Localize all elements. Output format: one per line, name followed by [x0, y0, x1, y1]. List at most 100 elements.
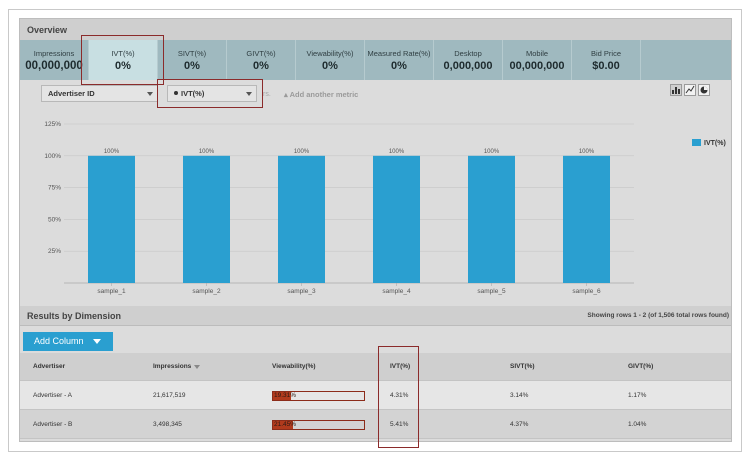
screenshot-frame: [8, 9, 742, 452]
cell-ivt: 5.41%: [390, 420, 409, 428]
col-header-ivt[interactable]: IVT(%): [390, 353, 410, 380]
viewability-value: 19.31%: [274, 392, 297, 399]
x-tick-label: sample_5: [477, 288, 506, 295]
metric-label: Measured Rate(%): [367, 49, 431, 58]
add-icon: ▴: [284, 90, 290, 99]
chevron-down-icon: [246, 92, 252, 96]
metric-label: IVT(%): [111, 49, 135, 58]
y-tick-label: 75%: [48, 185, 61, 192]
metric-givt[interactable]: GIVT(%) 0%: [227, 40, 296, 80]
metric-value: 0%: [115, 60, 131, 72]
metric-value: 00,000,000: [509, 60, 565, 72]
add-metric-link[interactable]: ▴ Add another metric: [284, 90, 358, 99]
metric-select-value: IVT(%): [181, 89, 205, 98]
col-header-viewability[interactable]: Viewability(%): [272, 353, 316, 380]
metric-label: Desktop: [454, 49, 482, 58]
data-label: 100%: [389, 149, 405, 155]
col-header-givt[interactable]: GIVT(%): [628, 353, 653, 380]
data-label: 100%: [199, 149, 215, 155]
dimension-select-value: Advertiser ID: [48, 89, 95, 98]
overview-title: Overview: [27, 25, 68, 35]
add-column-button[interactable]: Add Column: [23, 332, 113, 351]
header-label: IVT(%): [390, 363, 411, 370]
chevron-down-icon: [93, 339, 101, 344]
line-chart-toggle[interactable]: [684, 84, 696, 96]
metric-value: $0.00: [592, 60, 620, 72]
header-label: Impressions: [153, 363, 192, 370]
metric-value: 00,000,000: [25, 60, 83, 72]
x-tick-label: sample_6: [572, 288, 601, 295]
results-row-count: Showing rows 1 - 2 (of 1,506 total rows …: [587, 312, 729, 319]
ivt-bar-chart: 25% 50% 75% 100% 125% 100% sample_1 100% sample_…: [44, 121, 726, 295]
bar: [88, 155, 135, 283]
header-label: GIVT(%): [628, 363, 654, 370]
metric-mobile[interactable]: Mobile 00,000,000: [503, 40, 572, 80]
bar: [468, 155, 515, 283]
data-label: 100%: [579, 149, 595, 155]
header-label: Viewability(%): [272, 363, 316, 370]
viewability-bar: 21.45%: [272, 420, 365, 430]
x-tick-label: sample_4: [382, 288, 411, 295]
bar: [183, 155, 230, 283]
metric-value: 0%: [253, 60, 269, 72]
metric-sivt[interactable]: SIVT(%) 0%: [158, 40, 227, 80]
viewability-bar-fill: [273, 392, 291, 400]
metric-viewability[interactable]: Viewability(%) 0%: [296, 40, 365, 80]
x-tick-label: sample_2: [192, 288, 221, 295]
metric-value: 0%: [184, 60, 200, 72]
header-label: SIVT(%): [510, 363, 535, 370]
metric-measured-rate[interactable]: Measured Rate(%) 0%: [365, 40, 434, 80]
y-tick-label: 25%: [48, 248, 61, 255]
metric-desktop[interactable]: Desktop 0,000,000: [434, 40, 503, 80]
cell-sivt: 4.37%: [510, 420, 529, 428]
metric-ivt[interactable]: IVT(%) 0%: [89, 40, 158, 80]
results-header: Results by Dimension Showing rows 1 - 2 …: [20, 306, 731, 326]
add-metric-label: Add another metric: [289, 90, 359, 99]
chevron-down-icon: [147, 92, 153, 96]
y-tick-label: 125%: [44, 121, 61, 128]
bar: [373, 155, 420, 283]
metric-select[interactable]: IVT(%): [167, 85, 257, 102]
y-tick-label: 100%: [44, 153, 61, 160]
chart-controls: Advertiser ID IVT(%) rs. ▴ Add another m…: [20, 80, 731, 110]
metrics-bar: Impressions 00,000,000 IVT(%) 0% SIVT(%)…: [20, 40, 731, 80]
legend-swatch: [692, 139, 701, 146]
metric-label: Impressions: [33, 49, 75, 58]
series-dot-icon: [174, 91, 178, 96]
overview-header: Overview: [20, 19, 731, 41]
add-column-label: Add Column: [34, 336, 84, 346]
cell-givt: 1.04%: [628, 420, 647, 428]
bar: [563, 155, 610, 283]
metric-label: Bid Price: [590, 49, 621, 58]
data-label: 100%: [104, 149, 120, 155]
data-label: 100%: [294, 149, 310, 155]
legend-label: IVT(%): [704, 140, 726, 147]
metric-bid-price[interactable]: Bid Price $0.00: [572, 40, 641, 80]
cell-ivt: 4.31%: [390, 391, 409, 399]
cell-impressions: 3,498,345: [153, 420, 182, 428]
bar-chart-toggle[interactable]: [670, 84, 682, 96]
metric-value: 0,000,000: [443, 60, 493, 72]
results-table: Advertiser Impressions Viewability(%) IV…: [20, 353, 731, 439]
y-tick-label: 50%: [48, 216, 61, 223]
col-header-sivt[interactable]: SIVT(%): [510, 353, 535, 380]
data-label: 100%: [484, 149, 500, 155]
bar: [278, 155, 325, 283]
metric-impressions[interactable]: Impressions 00,000,000: [20, 40, 89, 80]
viewability-value: 21.45%: [274, 421, 297, 428]
pie-chart-icon: [700, 86, 708, 94]
table-row[interactable]: Advertiser - B 3,498,345 21.45% 5.41% 4.…: [20, 410, 731, 439]
table-header-row: Advertiser Impressions Viewability(%) IV…: [20, 353, 731, 381]
dashboard: Overview Impressions 00,000,000 IVT(%) 0…: [19, 18, 732, 442]
col-header-advertiser[interactable]: Advertiser: [33, 353, 65, 380]
metric-label: Viewability(%): [306, 49, 354, 58]
pie-chart-toggle[interactable]: [698, 84, 710, 96]
hidden-label-text: rs.: [263, 91, 271, 98]
metric-label: GIVT(%): [246, 49, 276, 58]
x-tick-label: sample_1: [97, 288, 126, 295]
cell-sivt: 3.14%: [510, 391, 529, 399]
table-row[interactable]: Advertiser - A 21,617,519 19.31% 4.31% 3…: [20, 381, 731, 410]
col-header-impressions[interactable]: Impressions: [153, 353, 201, 380]
bar-chart-icon: [672, 87, 680, 94]
dimension-select[interactable]: Advertiser ID: [41, 85, 158, 102]
